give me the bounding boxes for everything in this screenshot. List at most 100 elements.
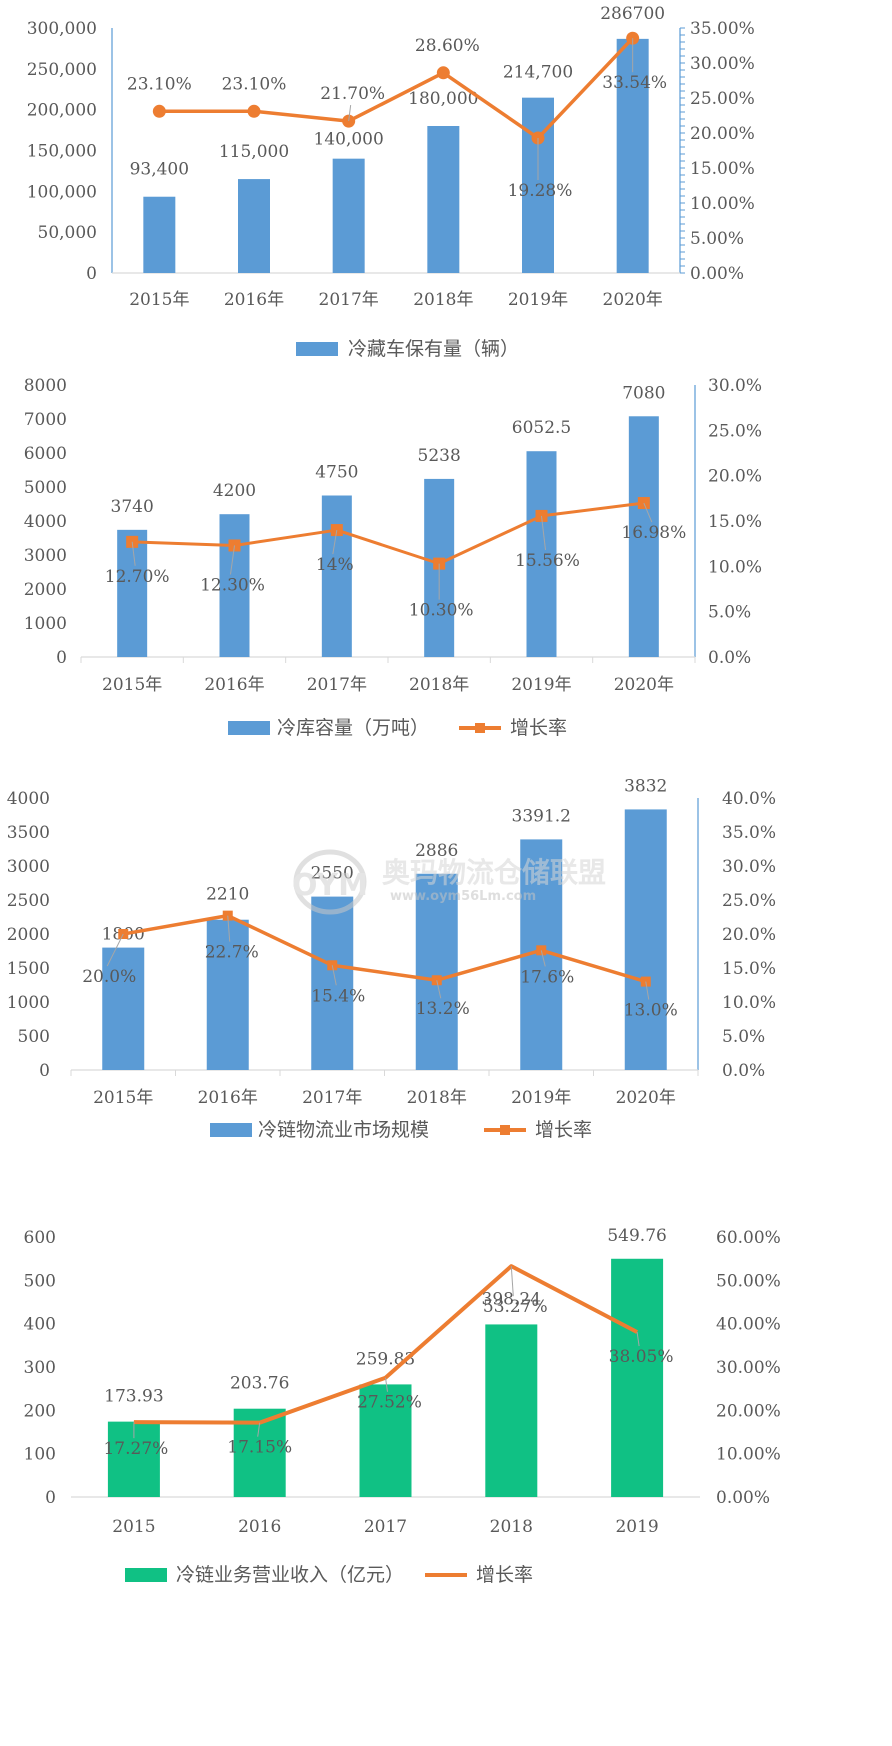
y-left-tick-label: 6000 xyxy=(24,444,67,464)
y-left-tick-label: 1500 xyxy=(7,959,50,979)
bar-value-label: 398.24 xyxy=(482,1289,541,1309)
y-left-tick-label: 7000 xyxy=(24,410,67,430)
y-left-tick-label: 0 xyxy=(39,1061,50,1081)
bar xyxy=(359,1384,412,1497)
y-right-tick-label: 10.00% xyxy=(716,1445,781,1465)
y-left-tick-label: 50,000 xyxy=(38,223,97,243)
y-right-tick-label: 30.0% xyxy=(708,376,762,396)
bar xyxy=(628,416,659,657)
bar xyxy=(219,514,250,657)
data-label-leader xyxy=(106,933,124,967)
y-left-tick-label: 300 xyxy=(24,1358,56,1378)
data-label-leader xyxy=(331,965,337,986)
bar xyxy=(206,919,249,1070)
legend-label: 冷藏车保有量（辆） xyxy=(348,338,519,360)
y-right-tick-label: 0.0% xyxy=(722,1061,765,1081)
bar-value-label: 3391.2 xyxy=(512,806,571,826)
legend-swatch-marker xyxy=(475,723,485,733)
y-right-tick-label: 20.00% xyxy=(716,1401,781,1421)
growth-value-label: 10.30% xyxy=(409,601,474,621)
bar-value-label: 7080 xyxy=(622,383,665,403)
data-label-leader xyxy=(230,545,235,575)
y-left-tick-label: 5000 xyxy=(24,478,67,498)
growth-value-label: 20.0% xyxy=(82,967,136,987)
legend-label: 增长率 xyxy=(510,717,567,739)
data-label-leader xyxy=(332,529,338,555)
bar-value-label: 203.76 xyxy=(230,1374,289,1394)
y-left-tick-label: 2500 xyxy=(7,891,50,911)
data-label-leader xyxy=(131,541,136,566)
bar-value-label: 549.76 xyxy=(607,1226,666,1246)
y-right-tick-label: 5.00% xyxy=(690,229,744,249)
y-right-tick-label: 25.00% xyxy=(690,89,755,109)
y-right-tick-label: 25.0% xyxy=(722,891,776,911)
growth-value-label: 17.27% xyxy=(103,1439,168,1459)
y-left-tick-label: 8000 xyxy=(24,376,67,396)
y-right-tick-label: 30.0% xyxy=(722,857,776,877)
data-label-leader xyxy=(385,1377,388,1392)
y-left-tick-label: 400 xyxy=(24,1315,56,1335)
y-right-tick-label: 35.0% xyxy=(722,823,776,843)
data-label-leader xyxy=(348,105,352,122)
x-tick-label: 2015年 xyxy=(129,290,189,310)
data-label-leader xyxy=(227,915,231,942)
legend-swatch-bar xyxy=(210,1123,252,1137)
y-left-tick-label: 300,000 xyxy=(27,19,97,39)
y-right-tick-label: 10.0% xyxy=(722,993,776,1013)
y-left-tick-label: 100 xyxy=(24,1445,56,1465)
bar-value-label: 6052.5 xyxy=(512,418,571,438)
y-left-tick-label: 4000 xyxy=(7,789,50,809)
x-tick-label: 2017 xyxy=(364,1517,407,1537)
growth-value-label: 12.70% xyxy=(105,567,170,587)
y-left-tick-label: 1000 xyxy=(7,993,50,1013)
y-left-tick-label: 3000 xyxy=(24,546,67,566)
bar-value-label: 214,700 xyxy=(503,63,573,83)
chart-4: 0 100 200 300 400 500 600 0.00% 10.00% 20.00% 30.0… xyxy=(24,1226,781,1586)
y-left-tick-label: 0 xyxy=(86,264,97,284)
legend-swatch-bar xyxy=(125,1568,167,1582)
bar-value-label: 93,400 xyxy=(130,160,189,180)
y-left-tick-label: 0 xyxy=(45,1488,56,1508)
data-label-leader xyxy=(541,515,546,550)
growth-value-label: 53.27% xyxy=(483,1297,548,1317)
bar-value-label: 2886 xyxy=(415,841,458,861)
y-left-tick-label: 200,000 xyxy=(27,101,97,121)
y-right-tick-label: 20.00% xyxy=(690,124,755,144)
bar-value-label: 3740 xyxy=(111,497,154,517)
y-left-tick-label: 100,000 xyxy=(27,182,97,202)
bar xyxy=(427,126,460,273)
bar-value-label: 286700 xyxy=(600,4,665,24)
y-left-tick-label: 2000 xyxy=(7,925,50,945)
growth-value-label: 12.30% xyxy=(200,575,265,595)
y-left-tick-label: 500 xyxy=(24,1271,56,1291)
growth-point xyxy=(126,535,139,548)
bar xyxy=(624,809,667,1070)
data-label-leader xyxy=(540,950,546,967)
bar xyxy=(102,947,145,1070)
growth-value-label: 17.6% xyxy=(520,967,574,987)
y-left-tick-label: 4000 xyxy=(24,512,67,532)
y-right-tick-label: 5.0% xyxy=(708,603,751,623)
y-right-tick-label: 0.0% xyxy=(708,648,751,668)
data-label-leader xyxy=(257,1422,261,1437)
growth-value-label: 13.0% xyxy=(624,1001,678,1021)
legend-swatch-marker xyxy=(500,1125,510,1135)
growth-value-label: 17.15% xyxy=(227,1438,292,1458)
y-right-tick-label: 15.00% xyxy=(690,159,755,179)
growth-point xyxy=(152,104,166,118)
x-tick-label: 2020年 xyxy=(603,290,663,310)
chart-2: 0 1000 2000 3000 4000 5000 6000 7000 8000 0.0% 5.0… xyxy=(24,376,762,739)
bar xyxy=(321,495,352,657)
bar-value-label: 115,000 xyxy=(219,142,289,162)
x-tick-label: 2019年 xyxy=(511,1088,571,1108)
bar xyxy=(526,451,557,657)
growth-value-label: 22.7% xyxy=(205,943,259,963)
growth-value-label: 23.10% xyxy=(222,74,287,94)
growth-value-label: 27.52% xyxy=(357,1393,422,1413)
bar-value-label: 2550 xyxy=(311,864,354,884)
bar-value-label: 5238 xyxy=(418,446,461,466)
growth-value-label: 38.05% xyxy=(609,1347,674,1367)
growth-line xyxy=(132,501,645,566)
growth-value-label: 13.2% xyxy=(416,999,470,1019)
bar-value-label: 173.93 xyxy=(104,1387,163,1407)
